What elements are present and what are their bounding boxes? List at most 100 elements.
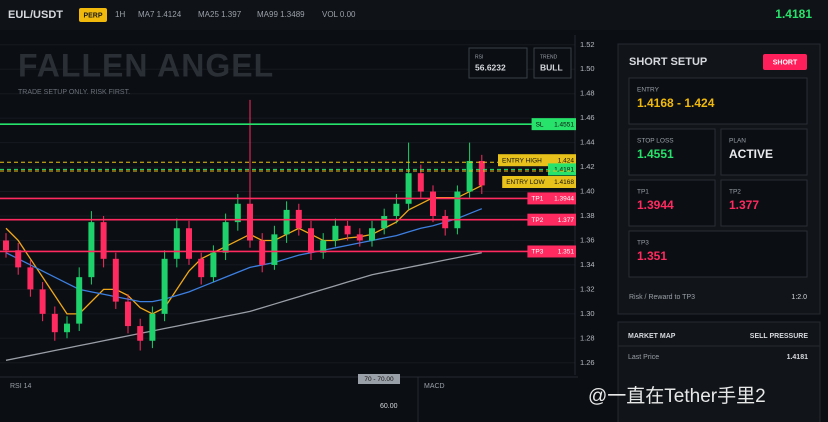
- last-price-label: Last Price: [628, 354, 659, 361]
- level-tag: [527, 192, 576, 205]
- level-name: TP3: [531, 249, 543, 256]
- tp2-label: TP2: [729, 189, 741, 196]
- candle-body: [271, 234, 278, 265]
- level-value: 1.4168: [554, 179, 574, 186]
- y-tick-label: 1.32: [580, 284, 595, 293]
- level-tag: [498, 154, 576, 167]
- level-tag: [548, 163, 576, 176]
- candle-body: [344, 225, 351, 235]
- trend-label: TREND: [540, 54, 558, 60]
- candle-body: [478, 160, 485, 186]
- candle-body: [442, 216, 449, 229]
- candle-body: [247, 203, 253, 241]
- candle-body: [173, 228, 180, 259]
- ma99: MA99 1.3489: [257, 10, 305, 19]
- level-tag: [527, 213, 576, 226]
- trend-box: [533, 47, 572, 79]
- y-tick-label: 1.38: [580, 211, 595, 220]
- interval[interactable]: 1H: [115, 10, 125, 19]
- ma-line: [5, 252, 482, 361]
- candle-body: [210, 252, 217, 278]
- candle-body: [149, 313, 156, 341]
- panel-title: SHORT SETUP: [629, 56, 707, 68]
- plan-value: ACTIVE: [729, 147, 773, 161]
- sl-label: STOP LOSS: [637, 138, 674, 145]
- candle-body: [405, 173, 412, 204]
- market-status: SELL PRESSURE: [750, 333, 809, 340]
- y-tick-label: 1.50: [580, 64, 595, 73]
- entry-label: ENTRY: [637, 87, 660, 94]
- rsi-level: 60.00: [380, 403, 398, 410]
- level-value: 1.424: [558, 157, 575, 164]
- sl-card: [628, 128, 716, 176]
- level-value: 1.351: [558, 249, 575, 256]
- topbar: [0, 0, 828, 30]
- y-tick-label: 1.36: [580, 235, 595, 244]
- candle-body: [393, 203, 400, 217]
- candle-body: [88, 222, 95, 278]
- tp1-value: 1.3944: [637, 198, 674, 212]
- candle-body: [454, 191, 461, 229]
- level-tag: [527, 245, 576, 258]
- candle-body: [186, 228, 192, 259]
- entry-card: [628, 77, 808, 125]
- symbol: EUL/USDT: [8, 9, 63, 21]
- tp3-card: [628, 230, 808, 278]
- sl-value: 1.4551: [637, 147, 674, 161]
- y-tick-label: 1.46: [580, 113, 595, 122]
- vol: VOL 0.00: [322, 10, 356, 19]
- level-name: ENTRY LOW: [506, 179, 545, 186]
- level-value: 1.3944: [554, 196, 574, 203]
- candle-body: [198, 258, 205, 278]
- rsi-value: 56.6232: [475, 62, 506, 72]
- short-button-text[interactable]: SHORT: [773, 59, 798, 66]
- tp2-value: 1.377: [729, 198, 759, 212]
- candle-body: [234, 203, 241, 223]
- ma7: MA7 1.4124: [138, 10, 182, 19]
- candle-body: [381, 216, 388, 229]
- watermark-title: FALLEN ANGEL: [18, 47, 274, 83]
- y-tick-label: 1.40: [580, 187, 595, 196]
- candle-body: [51, 313, 58, 333]
- candle-body: [112, 258, 119, 302]
- level-value: 1.377: [558, 217, 575, 224]
- trend-value: BULL: [540, 62, 563, 72]
- rsi-band: 70 - 70.00: [364, 376, 394, 383]
- candle-body: [222, 222, 229, 253]
- candle-body: [15, 250, 22, 268]
- level-name: ENTRY HIGH: [502, 157, 542, 164]
- watermark-subtitle: TRADE SETUP ONLY. RISK FIRST.: [18, 89, 130, 96]
- y-tick-label: 1.52: [580, 40, 595, 49]
- level-value: 1.4551: [554, 121, 574, 128]
- candle-body: [161, 258, 168, 314]
- tp3-label: TP3: [637, 240, 649, 247]
- rsi-label: RSI: [475, 54, 483, 60]
- candle-body: [332, 225, 339, 241]
- candle-body: [356, 234, 363, 241]
- level-name: TP1: [531, 196, 543, 203]
- y-tick-label: 1.42: [580, 162, 595, 171]
- plan-label: PLAN: [729, 138, 746, 145]
- level-value: 1.4181: [554, 167, 574, 174]
- tp1-card: [628, 179, 716, 227]
- entry-value: 1.4168 - 1.424: [637, 96, 715, 110]
- candle-body: [430, 191, 436, 217]
- badge: PERP: [83, 12, 102, 19]
- ma-line: [5, 208, 483, 303]
- y-tick-label: 1.26: [580, 358, 595, 367]
- candle-body: [308, 228, 314, 253]
- tp3-value: 1.351: [637, 249, 667, 263]
- level-tag: [531, 118, 576, 131]
- ma-line: [5, 184, 483, 315]
- rr-label: Risk / Reward to TP3: [629, 294, 695, 301]
- y-tick-label: 1.30: [580, 309, 595, 318]
- ma25: MA25 1.397: [198, 10, 242, 19]
- level-name: TP2: [531, 217, 543, 224]
- last-price: 1.4181: [787, 354, 809, 361]
- rsi-pane-title: RSI 14: [10, 383, 32, 390]
- candle-body: [27, 267, 34, 290]
- y-tick-label: 1.28: [580, 333, 595, 342]
- candle-body: [369, 228, 375, 241]
- rsi-box: [468, 47, 528, 79]
- short-button[interactable]: [763, 54, 807, 70]
